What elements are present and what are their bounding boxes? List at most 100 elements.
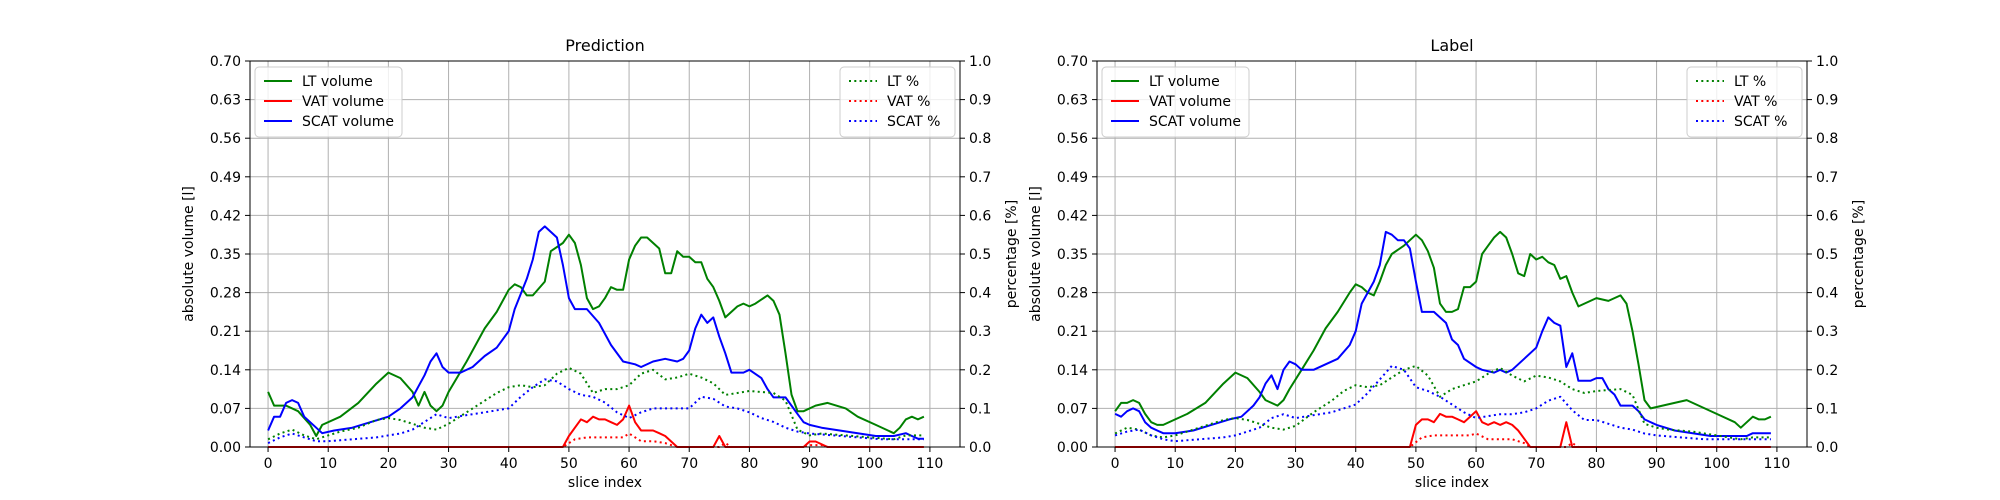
legend-entry: LT % — [887, 74, 919, 90]
chart-title: Label — [1430, 36, 1473, 55]
y-right-tick-label: 0.4 — [1816, 286, 1838, 302]
chart-title: Prediction — [565, 36, 644, 55]
y-right-tick-label: 0.7 — [969, 170, 991, 186]
x-tick-label: 80 — [1587, 456, 1605, 472]
x-axis-label: slice index — [1415, 475, 1489, 491]
series-line-lt-volume — [1114, 230, 1772, 429]
y-right-tick-label: 0.2 — [1816, 363, 1838, 379]
legend-entry: LT volume — [1149, 74, 1220, 90]
legend-entry: LT % — [1734, 74, 1766, 90]
y-right-axis-label: percentage [%] — [1004, 200, 1020, 308]
y-axis-right: 0.0 0.1 0.2 0.3 0.4 0.5 0.6 0.7 0.8 0.9 1.0 — [960, 54, 991, 456]
y-tick-label: 0.56 — [210, 131, 241, 147]
y-tick-label: 0.70 — [210, 54, 241, 70]
x-tick-label: 100 — [1703, 456, 1730, 472]
legend-right: LT % VAT % SCAT % — [839, 66, 956, 138]
y-tick-label: 0.00 — [210, 440, 241, 456]
y-right-tick-label: 1.0 — [1816, 54, 1838, 70]
y-tick-label: 0.63 — [1057, 93, 1088, 109]
x-tick-label: 110 — [1764, 456, 1791, 472]
y-tick-label: 0.21 — [210, 324, 241, 340]
y-right-tick-label: 0.9 — [969, 93, 991, 109]
y-right-tick-label: 0.4 — [969, 286, 991, 302]
y-tick-label: 0.42 — [210, 208, 241, 224]
y-axis-right: 0.0 0.1 0.2 0.3 0.4 0.5 0.6 0.7 0.8 0.9 1.0 — [1807, 54, 1838, 456]
legend-box — [1101, 66, 1250, 138]
y-tick-label: 0.42 — [1057, 208, 1088, 224]
x-axis-label: slice index — [568, 475, 642, 491]
y-tick-label: 0.35 — [1057, 247, 1088, 263]
y-axis-left: 0.00 0.07 0.14 0.21 0.28 0.35 0.42 0.49 0.56 0.63… — [210, 54, 250, 456]
x-tick-label: 20 — [1226, 456, 1244, 472]
x-tick-label: 70 — [1527, 456, 1545, 472]
y-tick-label: 0.49 — [210, 170, 241, 186]
y-right-tick-label: 0.6 — [969, 208, 991, 224]
x-tick-label: 100 — [856, 456, 883, 472]
x-tick-label: 60 — [620, 456, 638, 472]
series-group — [1114, 230, 1772, 448]
y-axis-left: 0.00 0.07 0.14 0.21 0.28 0.35 0.42 0.49 0.56 0.63… — [1057, 54, 1097, 456]
y-tick-label: 0.21 — [1057, 324, 1088, 340]
x-tick-label: 90 — [801, 456, 819, 472]
y-right-tick-label: 0.1 — [1816, 401, 1838, 417]
chart-label: 0 10 20 30 40 50 60 70 80 90 100 110 0.00 0.07 0.14 0.2… — [1028, 36, 1867, 491]
y-right-tick-label: 0.0 — [1816, 440, 1838, 456]
y-tick-label: 0.28 — [1057, 286, 1088, 302]
legend-entry: SCAT % — [887, 114, 940, 130]
legend-left: LT volume VAT volume SCAT volume — [1101, 66, 1250, 138]
y-right-tick-label: 0.3 — [1816, 324, 1838, 340]
y-right-tick-label: 0.5 — [969, 247, 991, 263]
legend-entry: VAT % — [887, 94, 930, 110]
y-axis-label: absolute volume [l] — [181, 186, 197, 322]
y-tick-label: 0.35 — [210, 247, 241, 263]
y-right-tick-label: 0.7 — [1816, 170, 1838, 186]
y-tick-label: 0.07 — [1057, 401, 1088, 417]
x-tick-label: 10 — [319, 456, 337, 472]
legend-entry: SCAT % — [1734, 114, 1787, 130]
y-right-tick-label: 0.3 — [969, 324, 991, 340]
y-right-tick-label: 0.5 — [1816, 247, 1838, 263]
y-tick-label: 0.28 — [210, 286, 241, 302]
y-tick-label: 0.00 — [1057, 440, 1088, 456]
x-axis: 0 10 20 30 40 50 60 70 80 90 100 110 — [1111, 447, 1791, 472]
legend-entry: SCAT volume — [1149, 114, 1241, 130]
y-right-tick-label: 0.8 — [1816, 131, 1838, 147]
legend-box — [254, 66, 403, 138]
x-tick-label: 60 — [1467, 456, 1485, 472]
y-tick-label: 0.07 — [210, 401, 241, 417]
legend-right: LT % VAT % SCAT % — [1686, 66, 1803, 138]
series-line-vat — [1115, 432, 1771, 448]
x-tick-label: 70 — [680, 456, 698, 472]
x-tick-label: 30 — [1287, 456, 1305, 472]
series-line-lt-volume — [267, 233, 925, 437]
legend-box — [839, 66, 956, 138]
series-line-lt — [1114, 364, 1771, 441]
x-tick-label: 20 — [379, 456, 397, 472]
y-right-axis-label: percentage [%] — [1851, 200, 1867, 308]
legend-entry: VAT volume — [1149, 94, 1231, 110]
y-tick-label: 0.14 — [1057, 363, 1088, 379]
series-line-scat-volume — [267, 225, 924, 440]
chart-prediction: 0 10 20 30 40 50 60 70 80 90 100 110 0.00 0.07 0.14 0.2… — [181, 36, 1020, 491]
y-right-tick-label: 0.8 — [969, 131, 991, 147]
x-tick-label: 10 — [1166, 456, 1184, 472]
legend-entry: SCAT volume — [302, 114, 394, 130]
x-tick-label: 40 — [1347, 456, 1365, 472]
series-line-scat-volume — [1114, 230, 1771, 437]
y-tick-label: 0.63 — [210, 93, 241, 109]
series-line-lt — [267, 366, 924, 441]
y-tick-label: 0.14 — [210, 363, 241, 379]
series-line-vat-volume — [268, 404, 924, 448]
x-tick-label: 50 — [560, 456, 578, 472]
x-tick-label: 30 — [440, 456, 458, 472]
y-right-tick-label: 0.6 — [1816, 208, 1838, 224]
y-right-tick-label: 0.2 — [969, 363, 991, 379]
x-tick-label: 90 — [1648, 456, 1666, 472]
x-tick-label: 40 — [500, 456, 518, 472]
x-tick-label: 0 — [264, 456, 273, 472]
legend-left: LT volume VAT volume SCAT volume — [254, 66, 403, 138]
x-tick-label: 80 — [740, 456, 758, 472]
y-tick-label: 0.70 — [1057, 54, 1088, 70]
legend-box — [1686, 66, 1803, 138]
